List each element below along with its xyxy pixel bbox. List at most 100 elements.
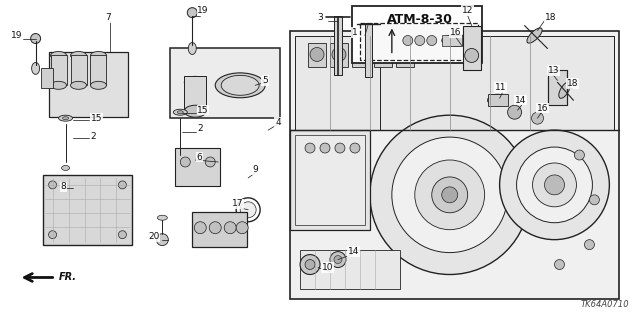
Circle shape xyxy=(554,260,564,270)
Circle shape xyxy=(545,175,564,195)
Ellipse shape xyxy=(442,34,470,47)
Bar xyxy=(90,56,106,85)
Ellipse shape xyxy=(176,160,184,165)
Circle shape xyxy=(532,112,543,124)
Bar xyxy=(442,34,461,47)
Bar xyxy=(40,68,52,88)
Circle shape xyxy=(330,252,346,268)
Circle shape xyxy=(334,256,342,263)
Text: TK64A0710: TK64A0710 xyxy=(580,300,629,309)
Bar xyxy=(365,23,372,78)
Text: 10: 10 xyxy=(322,263,333,272)
Circle shape xyxy=(584,240,595,249)
Ellipse shape xyxy=(527,28,542,43)
Circle shape xyxy=(305,143,315,153)
Circle shape xyxy=(432,177,468,213)
Text: 4: 4 xyxy=(275,118,281,127)
Circle shape xyxy=(516,147,593,223)
Bar xyxy=(547,70,568,105)
Circle shape xyxy=(575,150,584,160)
Text: 15: 15 xyxy=(197,106,209,115)
Text: 19: 19 xyxy=(11,31,22,40)
Circle shape xyxy=(332,48,346,62)
Ellipse shape xyxy=(559,82,570,98)
Circle shape xyxy=(195,222,206,234)
Ellipse shape xyxy=(488,94,508,106)
Bar xyxy=(51,56,67,85)
Circle shape xyxy=(320,143,330,153)
Bar xyxy=(352,42,370,67)
Ellipse shape xyxy=(173,109,188,115)
Circle shape xyxy=(508,105,522,119)
Ellipse shape xyxy=(177,111,183,114)
Text: 18: 18 xyxy=(566,79,578,88)
Text: 6: 6 xyxy=(196,152,202,161)
Circle shape xyxy=(532,163,577,207)
Circle shape xyxy=(180,157,190,167)
Circle shape xyxy=(305,260,315,270)
Bar xyxy=(192,212,247,247)
Ellipse shape xyxy=(51,51,67,59)
Circle shape xyxy=(415,35,425,46)
Circle shape xyxy=(415,160,484,230)
Circle shape xyxy=(156,234,168,246)
Circle shape xyxy=(49,181,56,189)
Text: 12: 12 xyxy=(461,6,473,15)
Circle shape xyxy=(335,143,345,153)
Text: 18: 18 xyxy=(545,13,556,22)
Bar xyxy=(184,76,206,111)
Text: 11: 11 xyxy=(495,83,506,92)
Text: 15: 15 xyxy=(90,114,102,123)
Ellipse shape xyxy=(63,117,68,120)
Circle shape xyxy=(31,33,40,43)
Circle shape xyxy=(118,181,127,189)
Text: 14: 14 xyxy=(515,96,526,105)
Circle shape xyxy=(427,35,436,46)
Circle shape xyxy=(376,48,390,62)
Circle shape xyxy=(500,130,609,240)
Circle shape xyxy=(205,157,215,167)
Bar xyxy=(360,23,477,60)
Circle shape xyxy=(240,202,256,218)
Text: 1: 1 xyxy=(352,28,358,37)
Ellipse shape xyxy=(51,81,67,89)
Circle shape xyxy=(49,231,56,239)
Text: 13: 13 xyxy=(547,66,559,75)
Bar xyxy=(295,135,365,225)
Bar xyxy=(488,94,508,106)
Text: 3: 3 xyxy=(317,13,323,22)
Bar xyxy=(308,42,326,67)
Ellipse shape xyxy=(59,115,72,121)
Ellipse shape xyxy=(90,81,106,89)
Circle shape xyxy=(236,222,248,234)
Bar xyxy=(70,56,86,85)
Text: 2: 2 xyxy=(90,132,96,141)
Bar xyxy=(352,6,482,63)
Circle shape xyxy=(392,137,508,253)
Text: 19: 19 xyxy=(197,6,209,15)
Circle shape xyxy=(465,48,479,63)
Text: 16: 16 xyxy=(450,28,461,37)
Text: 7: 7 xyxy=(106,13,111,22)
Text: 17: 17 xyxy=(232,199,244,208)
Text: 2: 2 xyxy=(197,124,203,133)
Circle shape xyxy=(442,187,458,203)
Ellipse shape xyxy=(70,81,86,89)
Circle shape xyxy=(354,48,368,62)
Ellipse shape xyxy=(157,215,167,220)
Ellipse shape xyxy=(61,166,70,170)
Circle shape xyxy=(589,195,600,205)
Circle shape xyxy=(300,255,320,274)
Ellipse shape xyxy=(90,51,106,59)
Bar xyxy=(290,31,620,300)
Ellipse shape xyxy=(184,105,206,117)
Text: 9: 9 xyxy=(252,166,258,174)
Circle shape xyxy=(209,222,221,234)
Circle shape xyxy=(224,222,236,234)
Bar xyxy=(396,42,414,67)
Bar xyxy=(290,130,370,230)
Text: FR.: FR. xyxy=(59,272,77,283)
Ellipse shape xyxy=(188,42,196,55)
Circle shape xyxy=(398,48,412,62)
Circle shape xyxy=(310,48,324,62)
